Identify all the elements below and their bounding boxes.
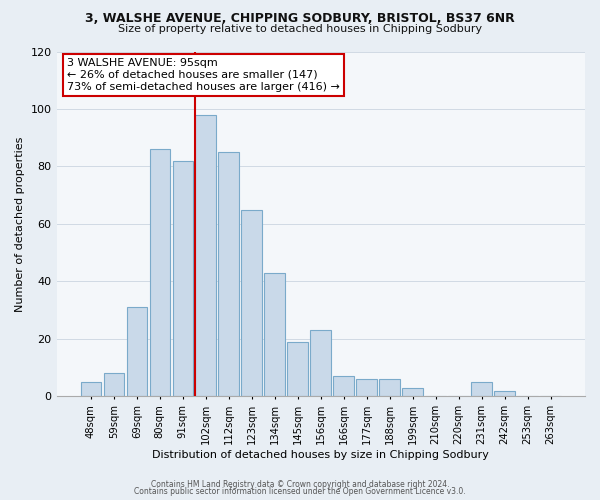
Bar <box>127 308 147 396</box>
Text: Size of property relative to detached houses in Chipping Sodbury: Size of property relative to detached ho… <box>118 24 482 34</box>
Bar <box>241 210 262 396</box>
Bar <box>196 114 216 396</box>
Bar <box>356 379 377 396</box>
Bar <box>379 379 400 396</box>
Bar <box>218 152 239 396</box>
Text: Contains public sector information licensed under the Open Government Licence v3: Contains public sector information licen… <box>134 487 466 496</box>
Bar <box>334 376 354 396</box>
Bar <box>472 382 492 396</box>
Bar <box>287 342 308 396</box>
Bar <box>149 149 170 396</box>
Bar <box>403 388 423 396</box>
Text: 3, WALSHE AVENUE, CHIPPING SODBURY, BRISTOL, BS37 6NR: 3, WALSHE AVENUE, CHIPPING SODBURY, BRIS… <box>85 12 515 26</box>
Bar <box>173 160 193 396</box>
Text: Contains HM Land Registry data © Crown copyright and database right 2024.: Contains HM Land Registry data © Crown c… <box>151 480 449 489</box>
X-axis label: Distribution of detached houses by size in Chipping Sodbury: Distribution of detached houses by size … <box>152 450 489 460</box>
Y-axis label: Number of detached properties: Number of detached properties <box>15 136 25 312</box>
Bar <box>80 382 101 396</box>
Bar <box>494 390 515 396</box>
Bar <box>310 330 331 396</box>
Bar <box>265 273 285 396</box>
Bar <box>104 374 124 396</box>
Text: 3 WALSHE AVENUE: 95sqm
← 26% of detached houses are smaller (147)
73% of semi-de: 3 WALSHE AVENUE: 95sqm ← 26% of detached… <box>67 58 340 92</box>
